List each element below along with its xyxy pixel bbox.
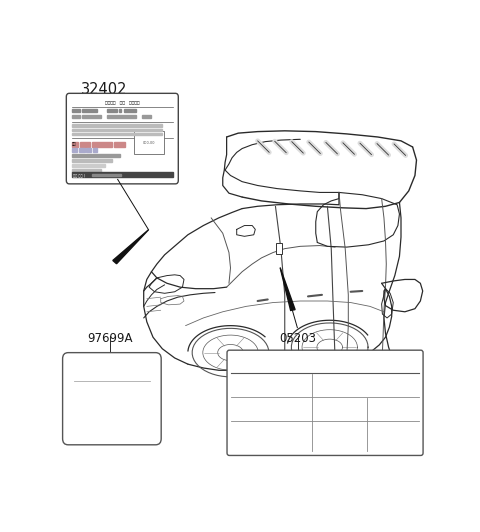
Bar: [81, 143, 90, 147]
FancyBboxPatch shape: [62, 353, 161, 445]
Bar: [72, 124, 162, 127]
Bar: [86, 148, 91, 152]
Text: 32432B: 32432B: [81, 93, 137, 109]
Bar: [92, 173, 121, 177]
Bar: [83, 114, 101, 118]
Bar: [124, 109, 135, 112]
Bar: [107, 109, 117, 112]
Bar: [134, 131, 164, 154]
Text: 차량 번호 |: 차량 번호 |: [73, 173, 85, 177]
Text: 97699A: 97699A: [87, 332, 133, 345]
Bar: [93, 148, 97, 152]
Polygon shape: [280, 268, 295, 311]
Text: 32402: 32402: [81, 82, 127, 97]
Bar: [72, 148, 77, 152]
Text: 연비: 연비: [72, 142, 76, 146]
Text: 엔진기호   변속   연료사양: 엔진기호 변속 연료사양: [105, 102, 140, 105]
Bar: [72, 129, 162, 131]
Bar: [72, 114, 80, 118]
Bar: [114, 143, 125, 147]
Bar: [83, 109, 97, 112]
Bar: [72, 143, 78, 147]
Bar: [72, 159, 112, 162]
Polygon shape: [113, 230, 148, 264]
Bar: [72, 164, 105, 167]
Bar: [142, 114, 151, 118]
Bar: [119, 109, 121, 112]
Bar: [107, 114, 136, 118]
FancyBboxPatch shape: [227, 350, 423, 455]
Bar: [79, 148, 84, 152]
Text: 05203: 05203: [279, 332, 317, 345]
Bar: [72, 154, 120, 157]
Text: 000-00: 000-00: [143, 141, 156, 145]
Bar: [92, 143, 112, 147]
Bar: [72, 169, 101, 172]
Bar: [72, 132, 162, 135]
Bar: [72, 109, 80, 112]
Bar: [72, 172, 173, 177]
Bar: [276, 243, 282, 254]
FancyBboxPatch shape: [66, 93, 178, 184]
